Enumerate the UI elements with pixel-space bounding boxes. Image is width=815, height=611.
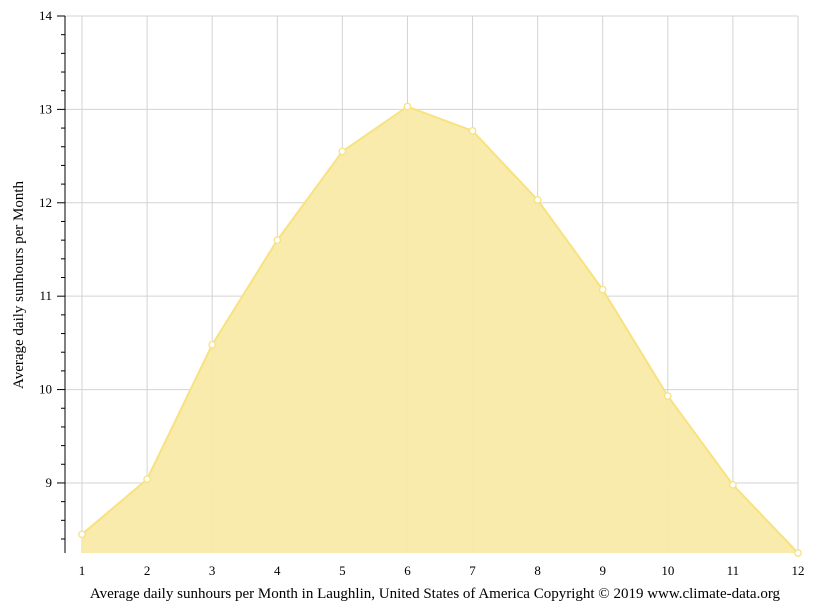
sunhours-area xyxy=(82,106,798,553)
x-tick-label: 1 xyxy=(79,563,86,578)
data-point xyxy=(533,196,542,204)
x-tick-label: 8 xyxy=(534,563,541,578)
y-tick-label: 13 xyxy=(39,101,52,116)
data-point xyxy=(403,102,412,111)
data-point xyxy=(338,147,347,156)
y-tick-label: 9 xyxy=(46,475,53,490)
y-axis-tick-labels: 9 10 11 12 13 14 xyxy=(39,8,53,490)
x-tick-label: 9 xyxy=(599,563,606,578)
y-axis-title: Average daily sunhours per Month xyxy=(11,181,27,390)
y-tick-label: 10 xyxy=(39,382,52,397)
data-point xyxy=(729,480,737,489)
x-tick-label: 4 xyxy=(274,563,281,578)
sunhours-line xyxy=(81,105,799,554)
data-point xyxy=(794,549,802,557)
data-point xyxy=(208,340,217,349)
y-tick-label: 12 xyxy=(39,195,52,210)
data-point xyxy=(273,236,282,244)
data-points xyxy=(78,102,802,557)
data-point xyxy=(663,392,672,400)
x-tick-label: 3 xyxy=(209,563,216,578)
x-tick-label: 5 xyxy=(339,563,346,578)
data-point xyxy=(598,285,607,294)
chart-caption: Average daily sunhours per Month in Laug… xyxy=(90,586,781,602)
x-tick-label: 6 xyxy=(404,563,411,578)
x-axis-tick-labels: 1 2 3 4 5 6 7 8 9 10 11 12 xyxy=(79,563,805,578)
y-tick-label: 14 xyxy=(39,8,53,23)
x-tick-label: 11 xyxy=(727,563,740,578)
y-tick-label: 11 xyxy=(39,288,52,303)
x-tick-label: 2 xyxy=(144,563,151,578)
data-point xyxy=(468,127,477,135)
x-tick-label: 12 xyxy=(792,563,805,578)
x-tick-label: 10 xyxy=(661,563,674,578)
data-point xyxy=(143,475,151,484)
x-tick-label: 7 xyxy=(469,563,476,578)
data-point xyxy=(78,530,86,539)
y-axis xyxy=(57,15,66,553)
